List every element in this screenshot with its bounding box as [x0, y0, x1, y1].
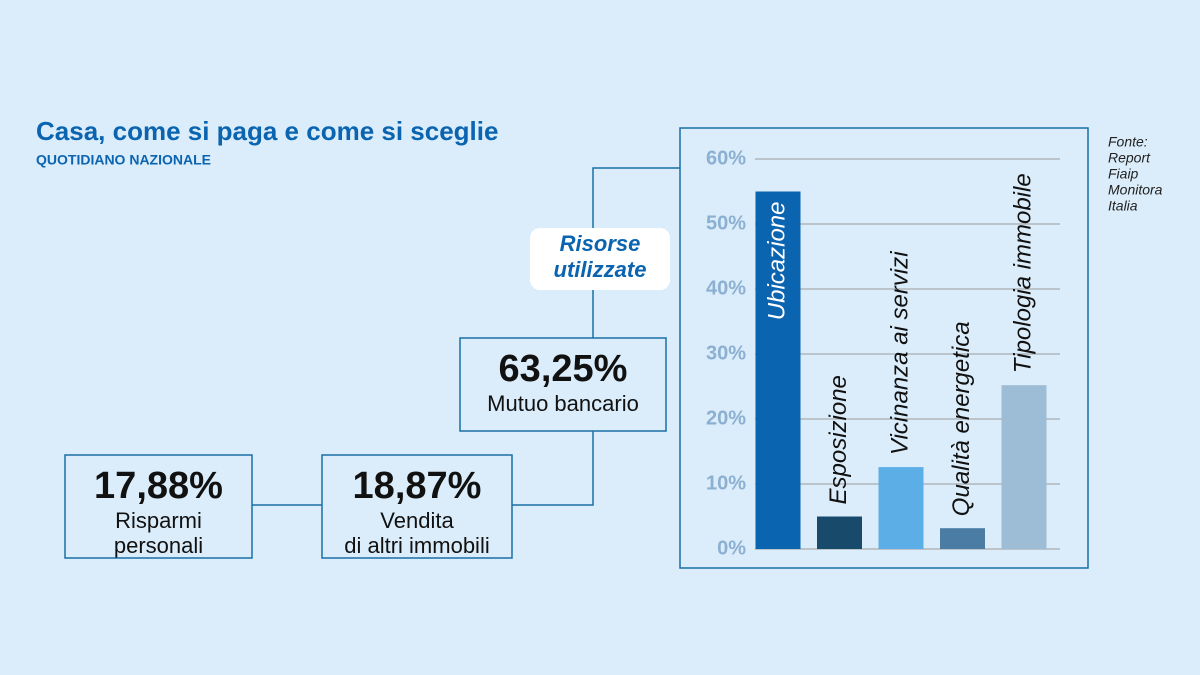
callout-box	[530, 228, 670, 290]
box-label: Mutuo bancario	[487, 391, 639, 416]
bar	[755, 191, 801, 549]
y-tick-label: 40%	[706, 277, 746, 299]
callout-text: Risorse	[560, 231, 641, 256]
chart-frame	[679, 127, 1089, 569]
source-line: Report	[1108, 150, 1151, 166]
bar	[817, 516, 862, 549]
box-value: 18,87%	[353, 465, 482, 507]
y-tick-label: 50%	[706, 212, 746, 234]
bar-label: Tipologia immobile	[1009, 173, 1036, 373]
bar	[940, 528, 985, 549]
source-line: Fonte:	[1108, 134, 1148, 150]
bar	[878, 467, 924, 549]
title: Casa, come si paga e come si sceglie	[36, 116, 498, 146]
box-value: 17,88%	[94, 465, 223, 507]
y-tick-label: 20%	[706, 407, 746, 429]
y-tick-label: 60%	[706, 147, 746, 169]
y-tick-label: 10%	[706, 472, 746, 494]
box-label: di altri immobili	[344, 533, 489, 558]
bar-label: Esposizione	[825, 375, 852, 504]
bar-label: Ubicazione	[763, 202, 790, 321]
bar-label: Qualità energetica	[948, 321, 975, 516]
y-tick-label: 0%	[717, 537, 746, 559]
box-label: Vendita	[380, 508, 454, 533]
box	[321, 454, 513, 559]
box-label: Risparmi	[115, 508, 202, 533]
subtitle: QUOTIDIANO NAZIONALE	[36, 152, 211, 168]
box-label: personali	[114, 533, 203, 558]
callout-text: utilizzate	[554, 257, 647, 282]
bar	[1001, 385, 1047, 549]
source-line: Monitora	[1108, 182, 1163, 198]
y-tick-label: 30%	[706, 342, 746, 364]
source-line: Fiaip	[1108, 166, 1139, 182]
box	[459, 337, 667, 432]
box-value: 63,25%	[499, 348, 628, 390]
bar-label: Vicinanza ai servizi	[886, 251, 913, 455]
source-line: Italia	[1108, 198, 1138, 214]
box	[64, 454, 253, 559]
